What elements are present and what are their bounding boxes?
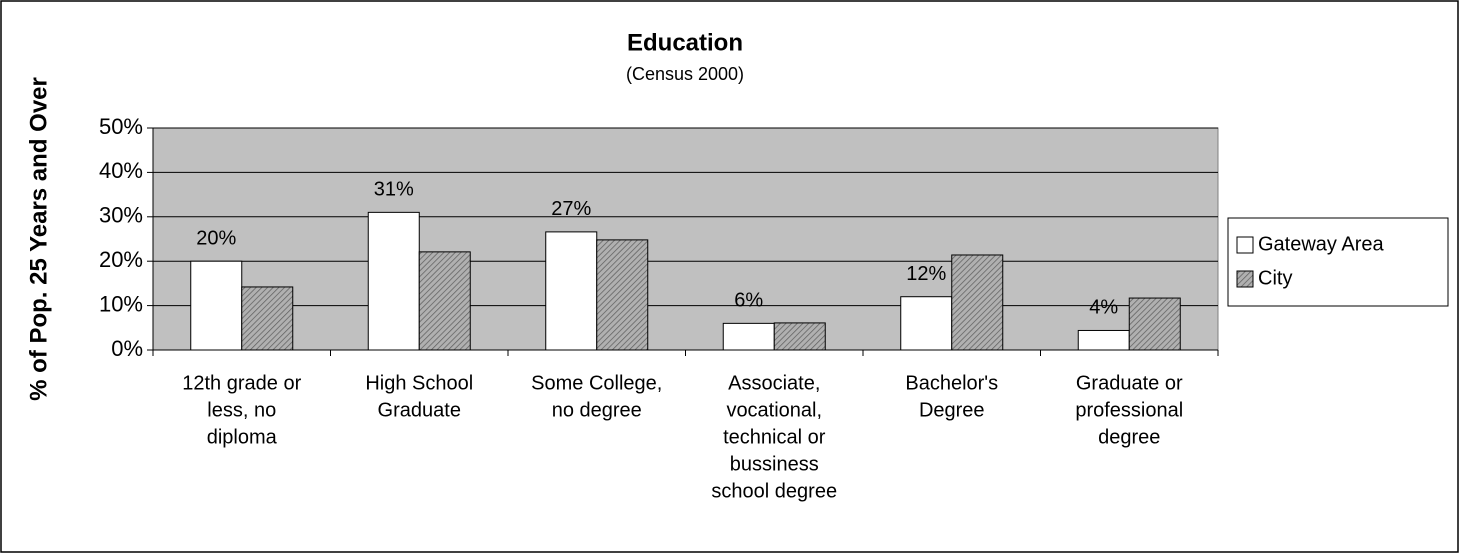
legend-label: City [1258, 267, 1292, 289]
chart-title: Education [627, 29, 743, 56]
y-tick-label: 40% [99, 158, 143, 183]
y-tick-label: 50% [99, 114, 143, 139]
x-tick-label: Graduate or [1076, 372, 1183, 394]
data-label: 12% [906, 263, 946, 285]
data-label: 31% [374, 179, 414, 201]
x-tick-label: Degree [919, 399, 985, 421]
x-tick-label: 12th grade or [182, 372, 301, 394]
x-tick-label: Bachelor's [905, 372, 998, 394]
x-tick-label: bussiness [730, 453, 819, 475]
y-tick-label: 10% [99, 291, 143, 316]
x-tick-label: less, no [207, 399, 276, 421]
x-tick-label: Associate, [728, 372, 820, 394]
bar [951, 254, 1004, 351]
bar [241, 286, 294, 351]
data-label: 4% [1089, 297, 1118, 319]
x-tick-label: Some College, [531, 372, 662, 394]
bar [722, 322, 775, 351]
bar [596, 239, 649, 351]
data-label: 20% [196, 227, 236, 249]
legend-label: Gateway Area [1258, 233, 1385, 255]
x-tick-label: no degree [552, 399, 642, 421]
plot-area [152, 127, 1219, 351]
legend-swatch [1236, 236, 1254, 254]
bar [367, 211, 420, 351]
x-tick-label: vocational, [726, 399, 822, 421]
y-tick-label: 30% [99, 203, 143, 228]
legend-swatch [1236, 270, 1254, 288]
bar [545, 231, 598, 351]
x-tick-label: Graduate [378, 399, 461, 421]
y-tick-label: 0% [111, 336, 143, 361]
x-tick-label: diploma [207, 426, 278, 448]
y-axis-label: % of Pop. 25 Years and Over [25, 77, 52, 401]
data-label: 27% [551, 198, 591, 220]
x-tick-label: High School [365, 372, 473, 394]
x-tick-label: school degree [711, 480, 837, 502]
legend [1227, 217, 1449, 307]
bar [1128, 297, 1181, 351]
x-tick-label: professional [1075, 399, 1183, 421]
bar [418, 251, 471, 351]
bar [190, 260, 243, 351]
bar [900, 296, 953, 351]
y-tick-label: 20% [99, 247, 143, 272]
x-tick-label: degree [1098, 426, 1160, 448]
data-label: 6% [734, 290, 763, 312]
bar [773, 322, 826, 351]
bar [1077, 329, 1130, 351]
x-tick-label: technical or [723, 426, 826, 448]
chart-subtitle: (Census 2000) [626, 64, 744, 84]
